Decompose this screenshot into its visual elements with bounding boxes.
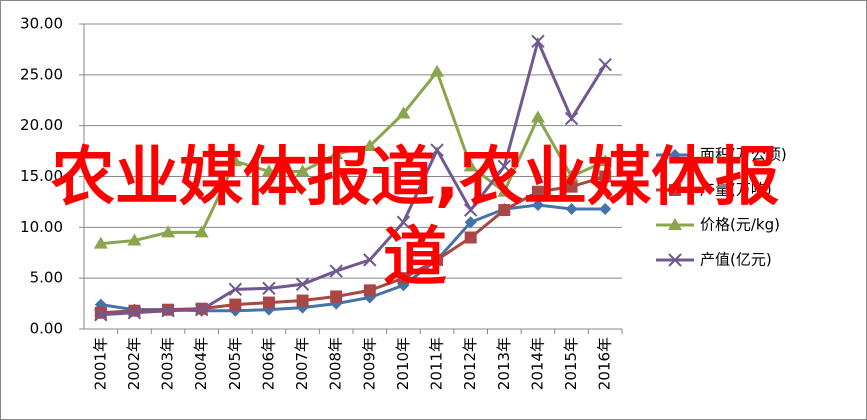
series-line: [100, 36, 607, 317]
marker: [396, 106, 411, 119]
marker: [598, 154, 613, 167]
marker: [194, 225, 209, 238]
x-tick-label: 2012年: [461, 337, 479, 390]
x-tick-label: 2006年: [259, 337, 277, 390]
marker: [463, 203, 478, 217]
marker: [161, 303, 175, 318]
marker: [463, 159, 478, 172]
marker: [161, 225, 176, 238]
marker: [669, 149, 681, 161]
marker: [261, 164, 276, 177]
x-tick-label: 2008年: [327, 337, 345, 390]
y-tick-label: 25.00: [20, 65, 63, 83]
y-tick-label: 5.00: [30, 269, 63, 287]
marker: [362, 139, 377, 151]
marker: [295, 277, 310, 291]
marker: [229, 298, 242, 311]
marker: [194, 302, 209, 317]
marker: [531, 185, 544, 198]
x-tick-label: 2007年: [293, 337, 311, 390]
series: [94, 34, 612, 322]
marker: [296, 294, 309, 307]
marker: [598, 57, 612, 72]
marker: [363, 284, 376, 297]
x-tick-label: 2013年: [495, 337, 513, 390]
marker: [430, 64, 445, 77]
marker: [94, 308, 108, 322]
marker: [396, 215, 411, 229]
marker: [128, 304, 141, 317]
marker: [262, 281, 276, 296]
x-tick-label: 2011年: [428, 337, 446, 390]
marker: [668, 253, 682, 267]
x-tick-label: 2014年: [528, 337, 546, 390]
legend-label: 价格(元/kg): [700, 216, 780, 234]
legend-label: 产量(万吨): [700, 181, 772, 199]
marker: [93, 236, 108, 249]
marker: [431, 253, 444, 266]
series-line: [100, 68, 606, 246]
y-tick-label: 15.00: [20, 167, 63, 185]
x-tick-label: 2005年: [226, 337, 244, 390]
marker: [531, 198, 544, 211]
marker: [363, 253, 377, 267]
x-tick-label: 2002年: [125, 337, 143, 390]
marker: [464, 216, 477, 229]
x-tick-label: 2001年: [91, 337, 109, 390]
marker: [127, 306, 142, 320]
marker: [564, 111, 579, 126]
series: [93, 64, 613, 249]
x-tick-label: 2004年: [192, 337, 210, 390]
watermark: 农业媒体报道,农业媒体报道: [50, 141, 780, 295]
marker: [228, 282, 243, 297]
x-tick-label: 2015年: [562, 337, 580, 390]
x-tick-label: 2009年: [360, 337, 378, 390]
marker: [94, 306, 107, 319]
marker: [531, 34, 545, 48]
marker: [329, 147, 344, 160]
marker: [464, 231, 477, 244]
marker: [669, 184, 681, 196]
marker: [564, 169, 579, 182]
marker: [330, 290, 343, 303]
marker: [498, 204, 511, 217]
marker: [565, 180, 578, 193]
y-tick-label: 30.00: [20, 15, 63, 33]
marker: [497, 159, 512, 174]
legend-label: 面积(万公顷): [700, 146, 787, 164]
y-tick-label: 10.00: [20, 218, 63, 236]
y-tick-label: 0.00: [30, 320, 63, 338]
y-tick-label: 20.00: [20, 116, 63, 134]
x-tick-label: 2010年: [394, 337, 412, 390]
x-tick-label: 2016年: [596, 337, 614, 390]
marker: [329, 264, 343, 278]
marker: [668, 218, 682, 230]
marker: [397, 272, 410, 285]
marker: [430, 143, 444, 157]
marker: [127, 233, 142, 246]
marker: [599, 170, 612, 183]
x-tick-label: 2003年: [159, 337, 177, 390]
marker: [530, 110, 545, 123]
marker: [262, 296, 275, 309]
marker: [497, 184, 512, 197]
marker: [228, 154, 243, 167]
marker: [295, 164, 310, 177]
legend-label: 产值(亿元): [700, 251, 772, 269]
marker: [565, 203, 578, 216]
marker: [599, 203, 612, 216]
